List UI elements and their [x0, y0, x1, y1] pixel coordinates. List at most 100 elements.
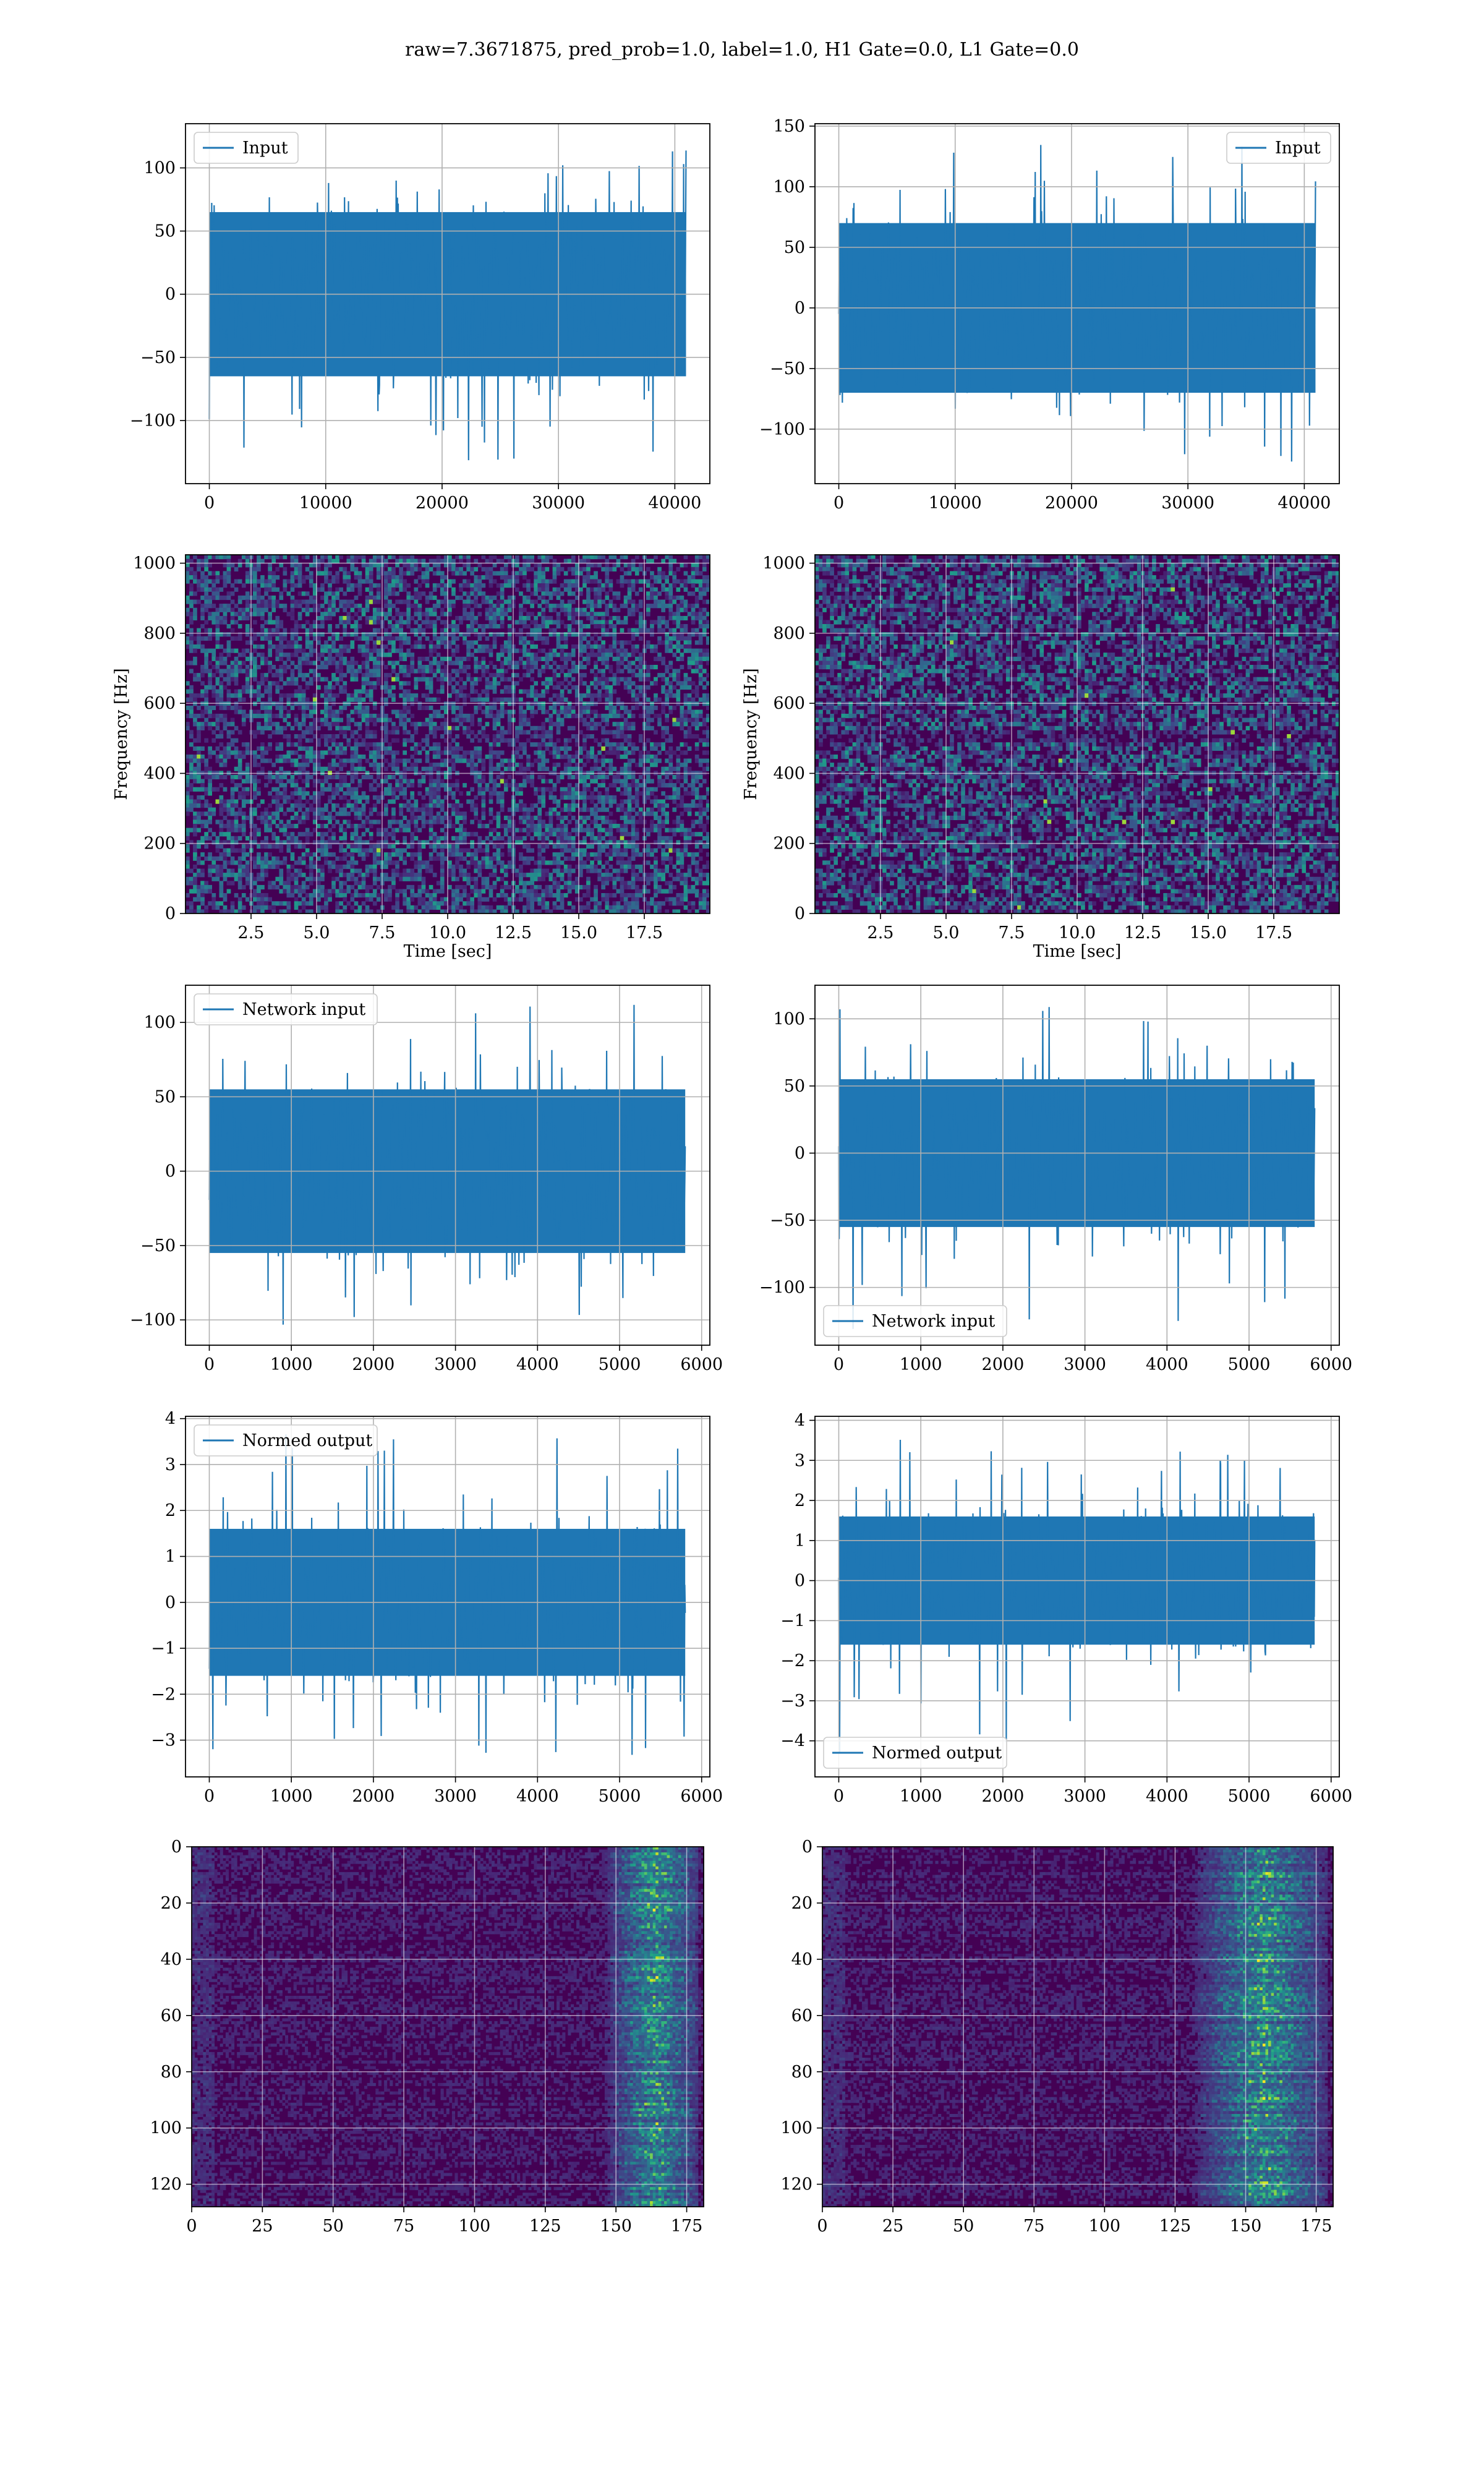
heatmap-cell — [474, 620, 478, 625]
heatmap-cell — [478, 636, 482, 641]
heatmap-cell — [418, 608, 422, 612]
heatmap-cell — [616, 787, 621, 792]
heatmap-cell — [635, 685, 639, 690]
heatmap-cell — [354, 567, 359, 571]
heatmap-cell — [530, 559, 534, 563]
heatmap-cell — [684, 600, 688, 604]
heatmap-cell — [560, 775, 565, 779]
heatmap-cell — [351, 734, 355, 738]
heatmap-cell — [684, 742, 688, 747]
heatmap-cell — [549, 738, 553, 743]
heatmap-cell — [347, 661, 351, 665]
heatmap-cell — [437, 669, 441, 674]
heatmap-cell — [369, 636, 373, 641]
heatmap-cell — [639, 759, 643, 763]
heatmap-cell — [646, 644, 650, 649]
heatmap-cell — [688, 604, 692, 608]
heatmap-cell — [508, 661, 512, 665]
heatmap-cell — [328, 710, 332, 714]
heatmap-cell — [530, 779, 534, 784]
heatmap-cell — [657, 759, 662, 763]
heatmap-cell — [343, 791, 347, 795]
heatmap-cell — [504, 779, 508, 784]
heatmap-cell — [628, 665, 632, 669]
heatmap-cell — [654, 747, 658, 751]
heatmap-cell — [534, 787, 538, 792]
heatmap-cell — [339, 600, 343, 604]
heatmap-cell — [594, 722, 598, 726]
heatmap-cell — [500, 706, 505, 710]
heatmap-cell — [245, 779, 250, 784]
heatmap-cell — [291, 596, 295, 600]
heatmap-cell — [478, 718, 482, 722]
heatmap-cell — [654, 580, 658, 584]
heatmap-cell — [331, 698, 336, 702]
heatmap-cell — [594, 779, 598, 784]
heatmap-cell — [613, 657, 617, 661]
heatmap-cell — [695, 665, 699, 669]
heatmap-cell — [571, 612, 576, 616]
heatmap-cell — [691, 583, 696, 588]
heatmap-cell — [597, 620, 602, 625]
heatmap-cell — [211, 652, 216, 657]
heatmap-cell — [257, 567, 261, 571]
heatmap-cell — [414, 681, 419, 685]
heatmap-cell — [657, 628, 662, 633]
heatmap-cell — [597, 636, 602, 641]
heatmap-cell — [650, 787, 654, 792]
heatmap-cell — [317, 795, 321, 800]
heatmap-cell — [448, 726, 452, 730]
heatmap-cell — [260, 681, 265, 685]
heatmap-cell — [197, 787, 201, 792]
heatmap-cell — [522, 779, 527, 784]
heatmap-cell — [429, 612, 433, 616]
heatmap-cell — [582, 612, 587, 616]
heatmap-cell — [571, 620, 576, 625]
heatmap-cell — [309, 580, 313, 584]
heatmap-cell — [586, 693, 591, 698]
heatmap-cell — [500, 665, 505, 669]
heatmap-cell — [362, 636, 366, 641]
heatmap-cell — [620, 734, 625, 738]
heatmap-cell — [384, 644, 388, 649]
heatmap-cell — [500, 608, 505, 612]
heatmap-cell — [485, 669, 490, 674]
heatmap-cell — [186, 681, 190, 685]
heatmap-cell — [515, 783, 519, 787]
heatmap-cell — [208, 616, 212, 620]
heatmap-cell — [601, 673, 605, 677]
heatmap-cell — [197, 706, 201, 710]
heatmap-cell — [403, 640, 407, 644]
heatmap-cell — [466, 644, 471, 649]
heatmap-cell — [279, 665, 283, 669]
heatmap-cell — [500, 620, 505, 625]
heatmap-cell — [347, 669, 351, 674]
heatmap-cell — [193, 755, 197, 759]
heatmap-cell — [384, 718, 388, 722]
heatmap-cell — [680, 763, 684, 767]
heatmap-cell — [455, 742, 459, 747]
heatmap-cell — [242, 616, 246, 620]
heatmap-cell — [508, 775, 512, 779]
heatmap-cell — [508, 722, 512, 726]
heatmap-cell — [216, 657, 220, 661]
heatmap-cell — [305, 759, 310, 763]
heatmap-cell — [245, 681, 250, 685]
heatmap-cell — [264, 710, 268, 714]
heatmap-cell — [549, 795, 553, 800]
heatmap-cell — [302, 747, 306, 751]
heatmap-cell — [579, 693, 583, 698]
heatmap-cell — [257, 763, 261, 767]
heatmap-cell — [365, 636, 370, 641]
heatmap-cell — [328, 763, 332, 767]
heatmap-cell — [478, 779, 482, 784]
heatmap-cell — [253, 649, 257, 653]
heatmap-cell — [351, 624, 355, 628]
heatmap-cell — [343, 657, 347, 661]
heatmap-cell — [377, 649, 381, 653]
heatmap-cell — [328, 767, 332, 771]
heatmap-cell — [541, 608, 545, 612]
heatmap-cell — [429, 787, 433, 792]
heatmap-cell — [601, 775, 605, 779]
heatmap-cell — [564, 763, 568, 767]
